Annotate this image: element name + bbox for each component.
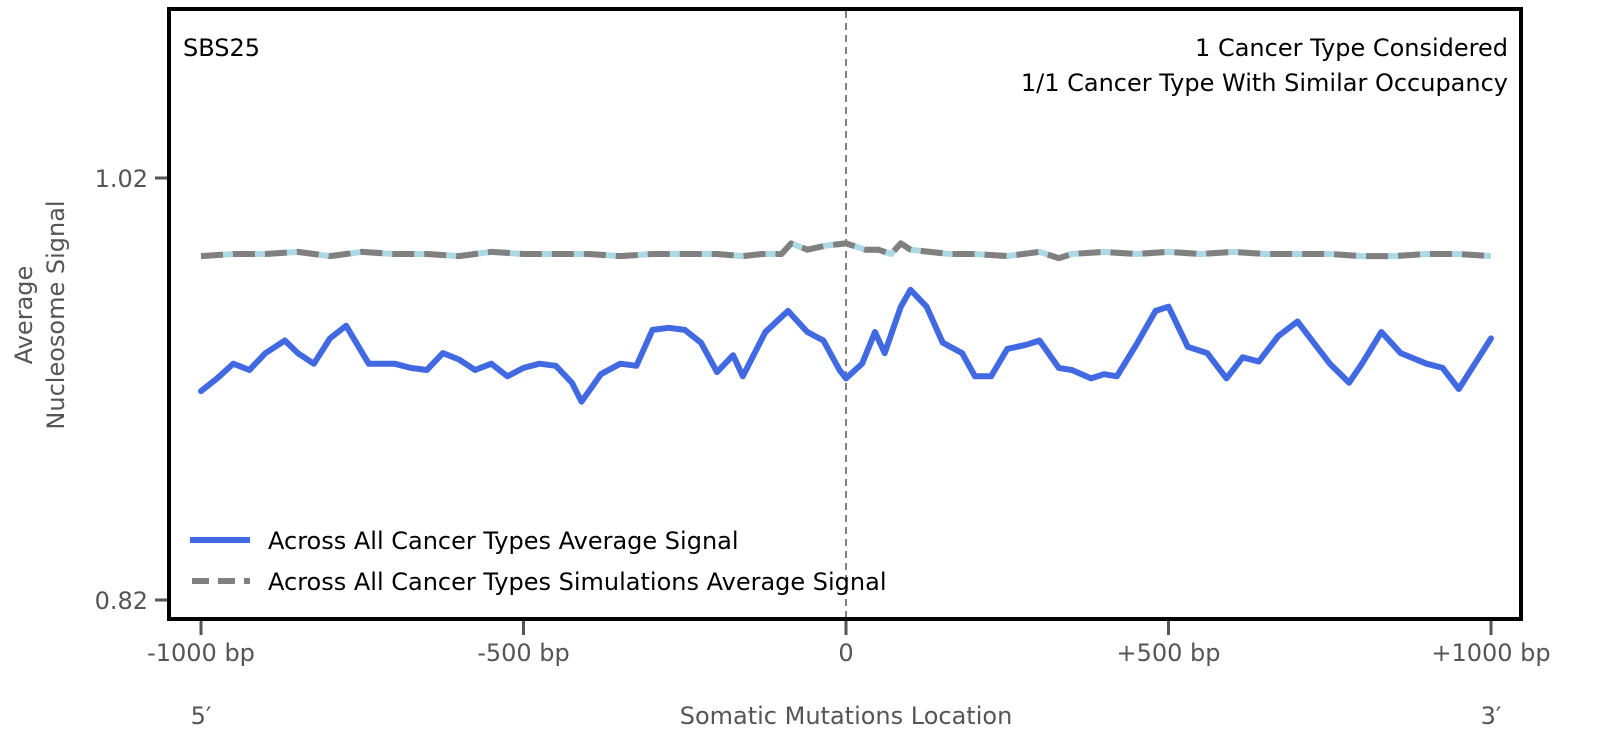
y-axis-title-line-1: Average: [10, 266, 38, 365]
annotation-cancer-types-considered: 1 Cancer Type Considered: [1195, 34, 1508, 62]
y-tick-label: 0.82: [95, 587, 148, 615]
y-axis-title: Average Nucleosome Signal: [10, 200, 70, 429]
y-tick-label: 1.02: [95, 165, 148, 193]
y-axis: 1.02 0.82: [95, 165, 167, 615]
x-axis-title: Somatic Mutations Location: [680, 702, 1013, 730]
y-axis-title-line-2: Nucleosome Signal: [42, 200, 70, 429]
legend: Across All Cancer Types Average Signal A…: [190, 527, 887, 596]
x-axis: -1000 bp -500 bp 0 +500 bp +1000 bp: [147, 621, 1551, 667]
x-tick-label: 0: [838, 639, 853, 667]
five-prime-label: 5′: [191, 702, 212, 730]
x-tick-label: +500 bp: [1116, 639, 1220, 667]
annotation-similar-occupancy: 1/1 Cancer Type With Similar Occupancy: [1021, 69, 1508, 97]
x-tick-label: -500 bp: [477, 639, 570, 667]
legend-label-simulations-signal: Across All Cancer Types Simulations Aver…: [268, 568, 887, 596]
three-prime-label: 3′: [1481, 702, 1502, 730]
series-layer: [198, 240, 1494, 405]
series-simulations-average-line: [200, 240, 1492, 262]
series-average-signal-line: [198, 286, 1494, 405]
x-tick-label: +1000 bp: [1431, 639, 1550, 667]
legend-label-average-signal: Across All Cancer Types Average Signal: [268, 527, 739, 555]
signature-label: SBS25: [183, 34, 260, 62]
x-tick-label: -1000 bp: [147, 639, 255, 667]
